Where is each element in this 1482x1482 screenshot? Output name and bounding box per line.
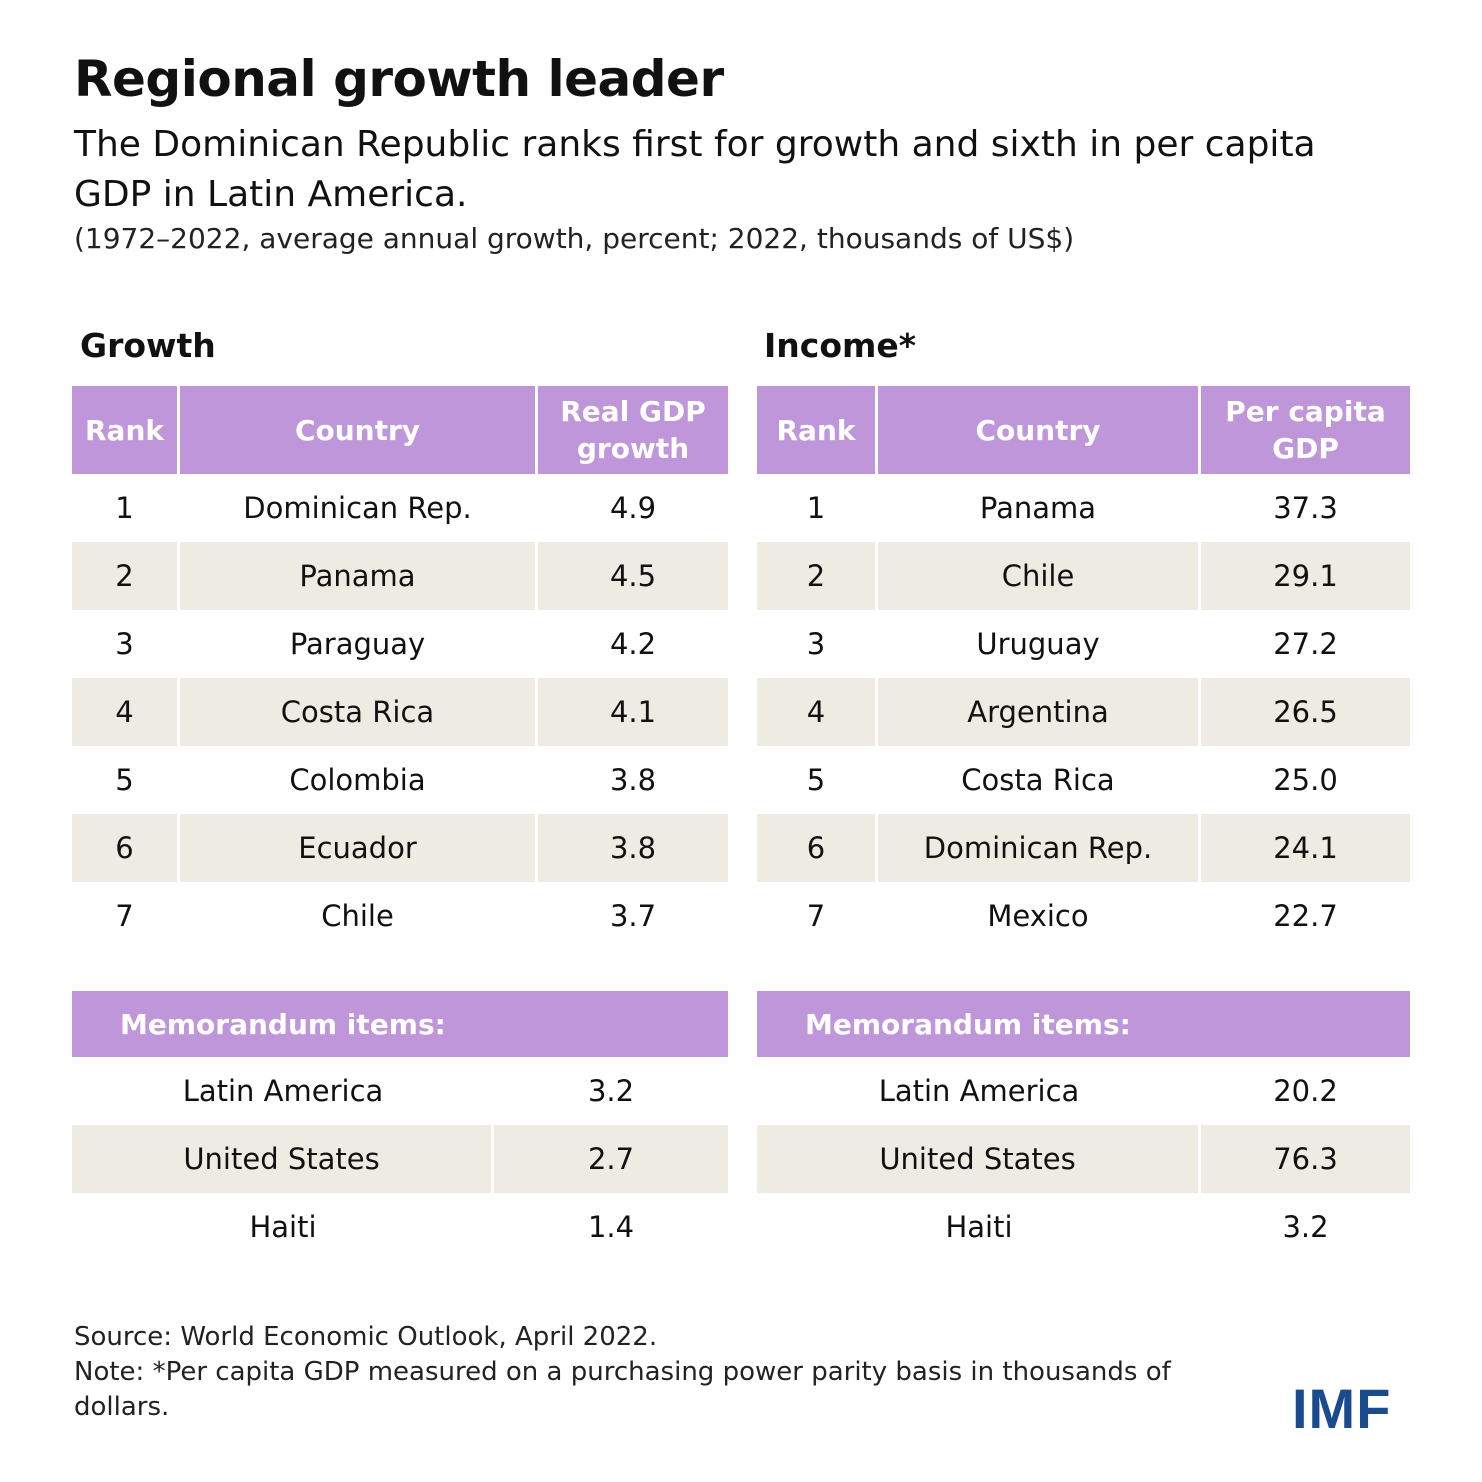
table-row: 6 Ecuador 3.8 bbox=[72, 814, 728, 882]
value-cell: 3.2 bbox=[587, 1074, 635, 1108]
country-cell: Colombia bbox=[289, 763, 426, 797]
income-section-label: Income* bbox=[764, 326, 917, 365]
rank-cell: 6 bbox=[72, 814, 180, 882]
value-cell: 2.7 bbox=[494, 1125, 729, 1193]
country-cell: United States bbox=[72, 1125, 494, 1193]
country-cell: Mexico bbox=[987, 899, 1089, 933]
income-table: Rank Country Per capita GDP 1 Panama 37.3 2… bbox=[757, 386, 1410, 950]
table-row: 3 Uruguay 27.2 bbox=[757, 610, 1410, 678]
footer: Source: World Economic Outlook, April 20… bbox=[74, 1320, 1194, 1425]
imf-logo: IMF bbox=[1292, 1377, 1392, 1440]
table-row: 3 Paraguay 4.2 bbox=[72, 610, 728, 678]
units-note: (1972–2022, average annual growth, perce… bbox=[74, 222, 1075, 255]
growth-header-row: Rank Country Real GDP growth bbox=[72, 386, 728, 474]
col-header-rank: Rank bbox=[757, 386, 878, 474]
value-cell: 76.3 bbox=[1201, 1125, 1411, 1193]
memo-row: Latin America 3.2 bbox=[72, 1057, 728, 1125]
subtitle: The Dominican Republic ranks first for g… bbox=[74, 124, 1316, 215]
rank-cell: 7 bbox=[806, 899, 826, 933]
value-cell: 3.2 bbox=[1282, 1210, 1329, 1244]
memo-row: United States 76.3 bbox=[757, 1125, 1411, 1193]
source-note: Source: World Economic Outlook, April 20… bbox=[74, 1322, 658, 1352]
value-cell: 20.2 bbox=[1273, 1074, 1338, 1108]
rank-cell: 1 bbox=[115, 491, 134, 525]
table-row: 7 Mexico 22.7 bbox=[757, 882, 1410, 950]
growth-memo-header: Memorandum items: bbox=[72, 991, 729, 1057]
footnote: Note: *Per capita GDP measured on a purc… bbox=[74, 1357, 1171, 1422]
value-cell: 25.0 bbox=[1273, 763, 1338, 797]
value-cell: 3.8 bbox=[609, 763, 657, 797]
country-cell: Ecuador bbox=[180, 814, 538, 882]
country-cell: Latin America bbox=[878, 1074, 1080, 1108]
country-cell: Chile bbox=[878, 542, 1201, 610]
value-cell: 27.2 bbox=[1273, 627, 1338, 661]
country-cell: Haiti bbox=[945, 1210, 1013, 1244]
rank-cell: 4 bbox=[72, 678, 180, 746]
country-cell: Haiti bbox=[249, 1210, 317, 1244]
value-cell: 29.1 bbox=[1201, 542, 1410, 610]
income-memo-header: Memorandum items: bbox=[757, 991, 1411, 1057]
table-row: 2 Panama 4.5 bbox=[72, 542, 728, 610]
rank-cell: 5 bbox=[115, 763, 134, 797]
country-cell: Chile bbox=[321, 899, 394, 933]
value-cell: 4.5 bbox=[538, 542, 728, 610]
memo-row: United States 2.7 bbox=[72, 1125, 729, 1193]
col-header-rank: Rank bbox=[72, 386, 180, 474]
country-cell: United States bbox=[757, 1125, 1201, 1193]
rank-cell: 3 bbox=[806, 627, 826, 661]
memo-row: Haiti 3.2 bbox=[757, 1193, 1410, 1261]
value-cell: 1.4 bbox=[587, 1210, 635, 1244]
rank-cell: 3 bbox=[115, 627, 134, 661]
growth-section-label: Growth bbox=[80, 326, 216, 365]
value-cell: 3.8 bbox=[538, 814, 728, 882]
table-row: 5 Costa Rica 25.0 bbox=[757, 746, 1410, 814]
col-header-growth: Real GDP growth bbox=[538, 386, 728, 474]
country-cell: Paraguay bbox=[289, 627, 426, 661]
rank-cell: 2 bbox=[72, 542, 180, 610]
table-row: 7 Chile 3.7 bbox=[72, 882, 728, 950]
income-header-row: Rank Country Per capita GDP bbox=[757, 386, 1410, 474]
growth-memo-table: Memorandum items: Latin America 3.2 United… bbox=[72, 991, 729, 1261]
country-cell: Panama bbox=[180, 542, 538, 610]
value-cell: 24.1 bbox=[1201, 814, 1410, 882]
table-row: 6 Dominican Rep. 24.1 bbox=[757, 814, 1410, 882]
growth-table: Rank Country Real GDP growth 1 Dominican … bbox=[72, 386, 728, 950]
memo-row: Latin America 20.2 bbox=[757, 1057, 1410, 1125]
country-cell: Latin America bbox=[182, 1074, 384, 1108]
value-cell: 22.7 bbox=[1273, 899, 1338, 933]
value-cell: 4.2 bbox=[609, 627, 657, 661]
value-cell: 26.5 bbox=[1201, 678, 1410, 746]
col-header-per-capita-gdp: Per capita GDP bbox=[1201, 386, 1410, 474]
col-header-country: Country bbox=[180, 386, 538, 474]
table-row: 1 Dominican Rep. 4.9 bbox=[72, 474, 728, 542]
col-header-country: Country bbox=[878, 386, 1201, 474]
value-cell: 3.7 bbox=[609, 899, 657, 933]
rank-cell: 4 bbox=[757, 678, 878, 746]
rank-cell: 1 bbox=[806, 491, 826, 525]
table-row: 2 Chile 29.1 bbox=[757, 542, 1410, 610]
value-cell: 37.3 bbox=[1273, 491, 1338, 525]
country-cell: Costa Rica bbox=[961, 763, 1115, 797]
rank-cell: 7 bbox=[115, 899, 134, 933]
country-cell: Dominican Rep. bbox=[243, 491, 472, 525]
rank-cell: 2 bbox=[757, 542, 878, 610]
table-row: 1 Panama 37.3 bbox=[757, 474, 1410, 542]
memo-row: Haiti 1.4 bbox=[72, 1193, 728, 1261]
country-cell: Panama bbox=[979, 491, 1097, 525]
table-row: 4 Argentina 26.5 bbox=[757, 678, 1410, 746]
table-row: 5 Colombia 3.8 bbox=[72, 746, 728, 814]
country-cell: Costa Rica bbox=[180, 678, 538, 746]
value-cell: 4.9 bbox=[609, 491, 657, 525]
country-cell: Uruguay bbox=[976, 627, 1100, 661]
income-memo-table: Memorandum items: Latin America 20.2 Unite… bbox=[757, 991, 1411, 1261]
country-cell: Dominican Rep. bbox=[878, 814, 1201, 882]
rank-cell: 6 bbox=[757, 814, 878, 882]
table-row: 4 Costa Rica 4.1 bbox=[72, 678, 728, 746]
value-cell: 4.1 bbox=[538, 678, 728, 746]
page-title: Regional growth leader bbox=[74, 50, 724, 108]
country-cell: Argentina bbox=[878, 678, 1201, 746]
rank-cell: 5 bbox=[806, 763, 826, 797]
